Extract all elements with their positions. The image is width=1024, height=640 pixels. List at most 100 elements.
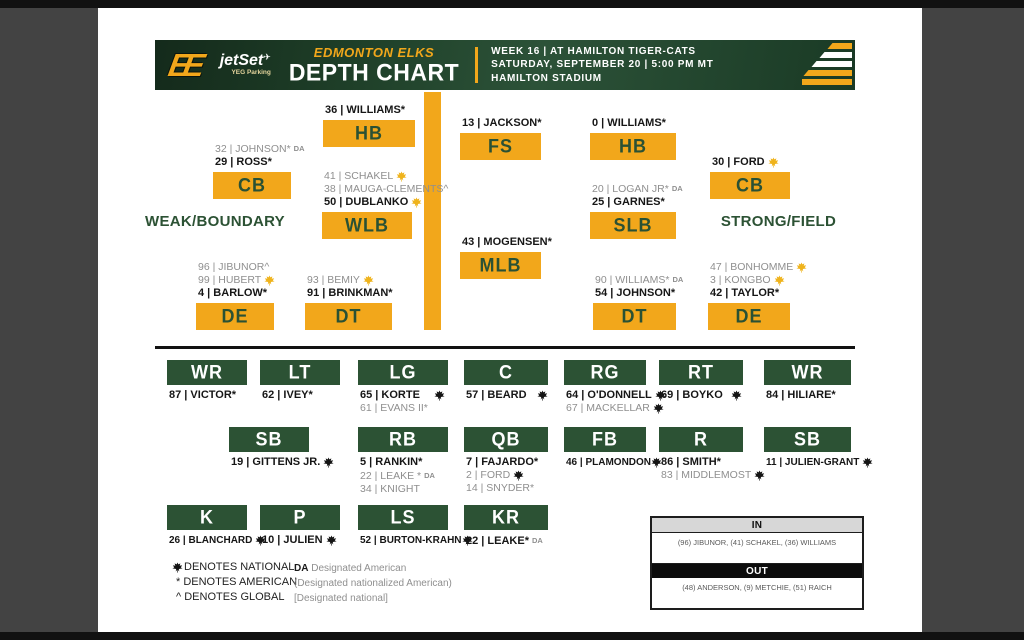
player-name: 13 | JACKSON* (462, 117, 542, 129)
depth-chart-page: EE jetSet✈ YEG Parking EDMONTON ELKS DEP… (98, 8, 922, 632)
maple-leaf-icon (653, 403, 664, 414)
player-entry: 19 | GITTENS JR. (231, 456, 334, 469)
depth-group-fb: FB 46 | PLAMONDON (564, 427, 662, 468)
da-tag: DA (672, 275, 684, 284)
player-name: 57 | BEARD (466, 389, 527, 401)
player-name: 83 | MIDDLEMOST (661, 469, 752, 481)
strong-side-label: STRONG/FIELD (720, 213, 837, 230)
maple-leaf-icon (768, 157, 779, 168)
depth-group-cb-strong: 30 | FORD CB (710, 156, 790, 199)
sponsor-subtitle: YEG Parking (231, 69, 271, 77)
maple-leaf-icon (363, 275, 374, 286)
position-box-kr: KR (464, 505, 548, 530)
player-entry: 83 | MIDDLEMOST (661, 469, 765, 482)
da-tag: DA (424, 471, 435, 480)
player-entry: 84 | HILIARE* (766, 389, 836, 402)
player-name: 62 | IVEY* (262, 389, 313, 401)
sponsor-logo: jetSet✈ YEG Parking (220, 53, 271, 77)
depth-group-de-weak: 96 | JIBUNOR^ 99 | HUBERT 4 | BARLOW* DE (196, 261, 275, 330)
depth-group-mlb: 43 | MOGENSEN* MLB (460, 236, 552, 279)
player-entry: 69 | BOYKO (661, 389, 742, 402)
player-name: 7 | FAJARDO* (466, 456, 539, 468)
player-name: 86 | SMITH* (661, 456, 721, 468)
player-name: 2 | FORD (466, 469, 511, 481)
legend: DENOTES NATIONAL * DENOTES AMERICAN ^ DE… (172, 560, 297, 605)
player-name: 52 | BURTON-KRAHN (360, 535, 462, 546)
position-box-rb: RB (358, 427, 448, 452)
depth-group-k: K 26 | BLANCHARD (167, 505, 266, 546)
player-name: 34 | KNIGHT (360, 483, 420, 495)
position-box-slb: SLB (590, 212, 676, 239)
position-box-cb: CB (710, 172, 790, 199)
maple-leaf-icon (325, 535, 337, 546)
position-box-rt: RT (659, 360, 743, 385)
position-box-hb: HB (590, 133, 676, 160)
section-divider (155, 346, 855, 349)
depth-group-r: R 86 | SMITH* 83 | MIDDLEMOST (659, 427, 765, 481)
position-box-wr: WR (764, 360, 851, 385)
player-name: 14 | SNYDER* (466, 482, 535, 494)
depth-group-c: C 57 | BEARD (464, 360, 548, 401)
player-name: 84 | HILIARE* (766, 389, 836, 401)
player-entry: 34 | KNIGHT (360, 483, 435, 496)
player-entry: 4 | BARLOW* (198, 287, 275, 300)
maple-leaf-icon (411, 197, 422, 208)
legend-da-line: DA Designated American (294, 563, 407, 574)
player-name: 29 | ROSS* (215, 156, 272, 168)
da-tag: DA (293, 144, 305, 153)
depth-group-rg: RG 64 | O'DONNELL 67 | MACKELLAR (564, 360, 666, 414)
player-name: 5 | RANKIN* (360, 456, 423, 468)
position-box-wlb: WLB (322, 212, 412, 239)
depth-group-lt: LT 62 | IVEY* (260, 360, 340, 401)
player-entry: 41 | SCHAKEL (324, 170, 448, 183)
game-venue: HAMILTON STADIUM (491, 72, 602, 84)
player-name: 26 | BLANCHARD (169, 535, 253, 546)
depth-group-lg: LG 65 | KORTE 61 | EVANS II* (358, 360, 448, 414)
depth-group-slb: 20 | LOGAN JR* DA 25 | GARNES* SLB (590, 183, 683, 239)
player-entry: 90 | WILLIAMS* DA (595, 273, 683, 287)
player-entry: 67 | MACKELLAR (566, 402, 666, 415)
player-entry: 14 | SNYDER* (466, 482, 538, 495)
player-entry: 91 | BRINKMAN* (307, 287, 393, 300)
legend-da: DA Designated American (Designated natio… (294, 561, 452, 606)
depth-group-wlb: 41 | SCHAKEL 38 | MAUGA-CLEMENTS^ 50 | D… (322, 170, 448, 239)
da-tag: DA (671, 184, 683, 193)
position-box-de: DE (708, 303, 790, 330)
player-entry: 61 | EVANS II* (360, 402, 445, 415)
depth-group-wr-left: WR 87 | VICTOR* (167, 360, 247, 401)
maple-leaf-icon (264, 275, 275, 286)
sponsor-name: jetSet (219, 52, 264, 70)
player-name: 93 | BEMIY (307, 274, 360, 286)
player-entry: 30 | FORD (712, 156, 779, 169)
player-name: 0 | WILLIAMS* (592, 117, 666, 129)
depth-group-ls: LS 52 | BURTON-KRAHN (358, 505, 473, 546)
player-entry: 20 | LOGAN JR* DA (592, 182, 683, 196)
player-name: 50 | DUBLANKO (324, 196, 409, 208)
player-entry: 0 | WILLIAMS* (592, 117, 666, 130)
depth-group-rt: RT 69 | BOYKO (659, 360, 743, 401)
player-name: 11 | JULIEN-GRANT (766, 457, 860, 468)
airplane-icon: ✈ (263, 52, 271, 63)
player-entry: 32 | JOHNSON* DA (215, 142, 305, 156)
page-title: DEPTH CHART (288, 58, 460, 86)
position-box-hb: HB (323, 120, 415, 147)
maple-leaf-icon (731, 390, 742, 401)
player-name: 46 | PLAMONDON (566, 457, 652, 468)
player-entry: 26 | BLANCHARD (169, 534, 266, 547)
maple-leaf-icon (172, 562, 183, 573)
line-of-scrimmage-bar (424, 92, 441, 330)
player-entry: 42 | TAYLOR* (710, 287, 807, 300)
player-entry: 36 | WILLIAMS* (325, 104, 405, 117)
elks-ee-logo: EE (165, 47, 201, 83)
depth-group-fs: 13 | JACKSON* FS (460, 117, 542, 160)
maple-leaf-icon (396, 171, 407, 182)
player-entry: 38 | MAUGA-CLEMENTS^ (324, 183, 448, 196)
position-box-sb: SB (229, 427, 309, 452)
player-entry: 52 | BURTON-KRAHN (360, 534, 473, 547)
player-entry: 46 | PLAMONDON (566, 456, 662, 469)
maple-leaf-icon (754, 470, 765, 481)
position-box-ls: LS (358, 505, 448, 530)
header-banner: EE jetSet✈ YEG Parking EDMONTON ELKS DEP… (155, 40, 855, 90)
player-entry: 62 | IVEY* (262, 389, 313, 402)
depth-group-hb-strong: 0 | WILLIAMS* HB (590, 117, 676, 160)
